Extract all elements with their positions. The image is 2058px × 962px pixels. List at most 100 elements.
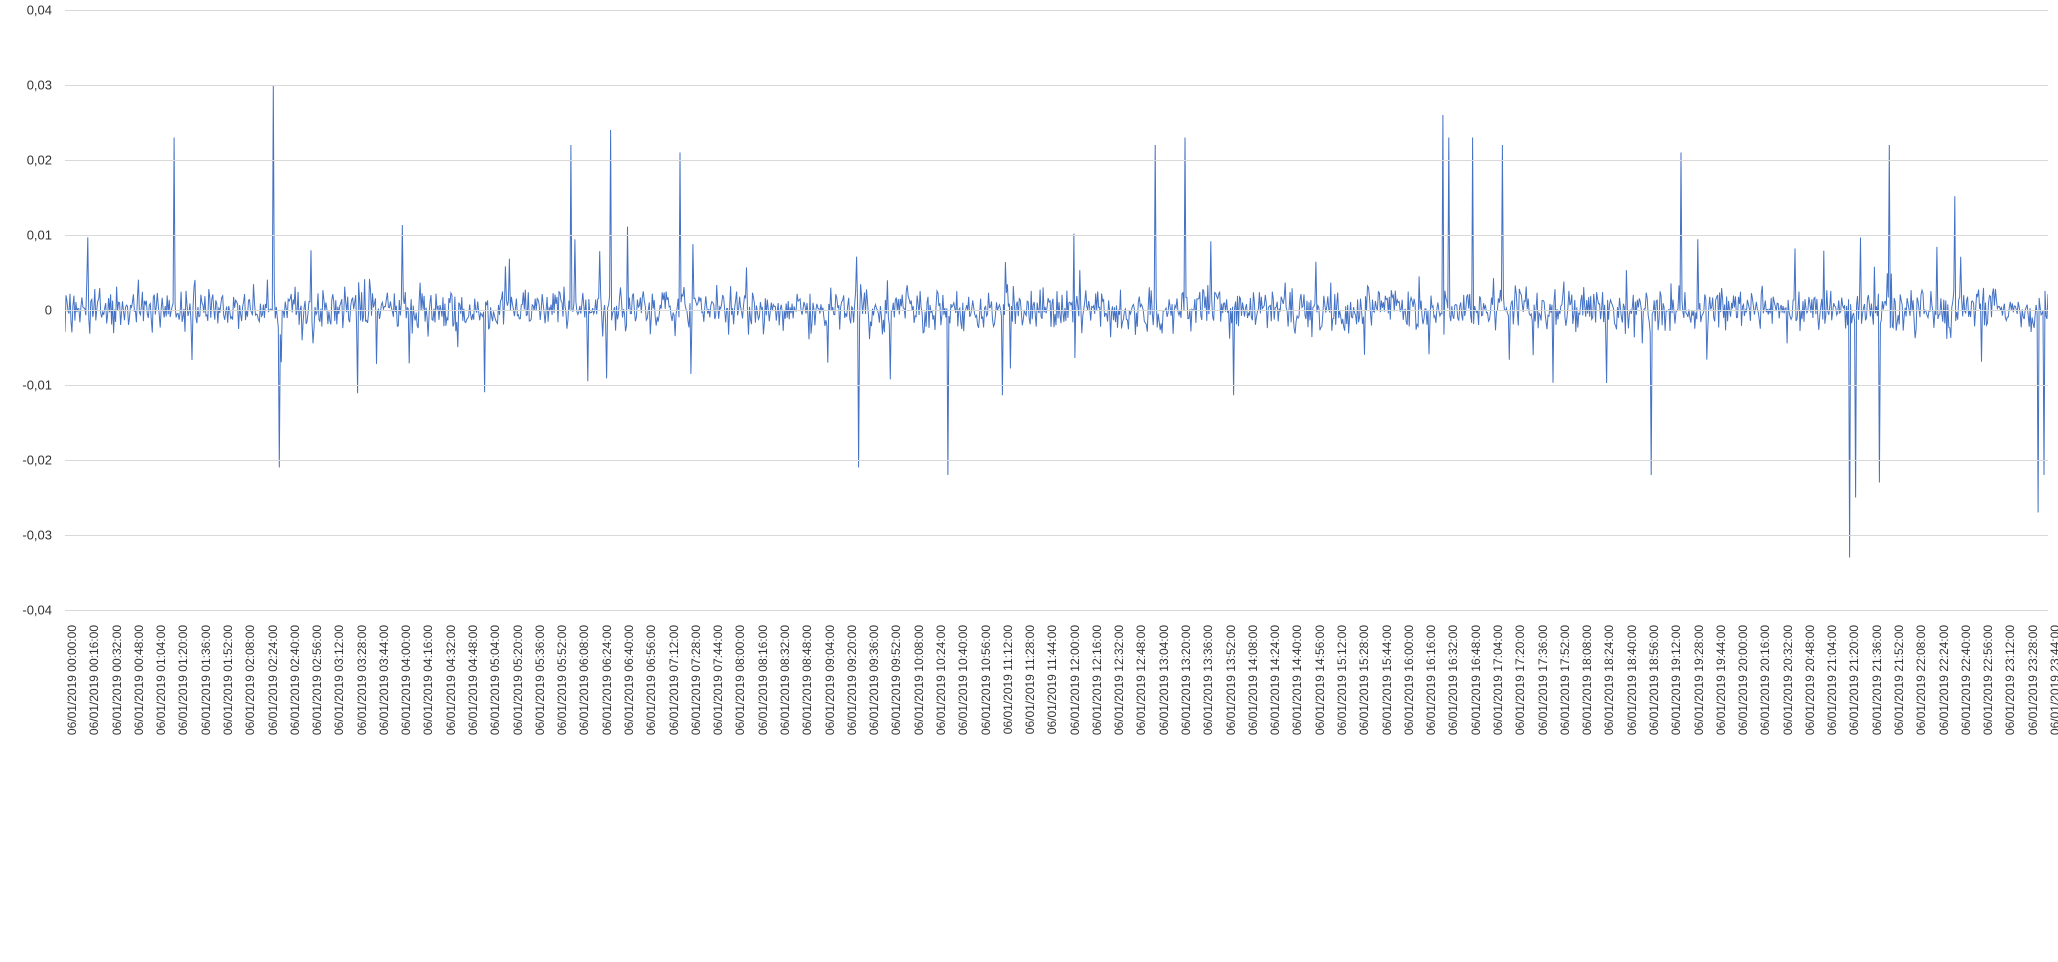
x-tick-label: 06/01/2019 03:12:00 bbox=[332, 625, 346, 735]
x-tick-label: 06/01/2019 09:52:00 bbox=[889, 625, 903, 735]
x-tick-label: 06/01/2019 03:44:00 bbox=[377, 625, 391, 735]
x-tick-label: 06/01/2019 03:28:00 bbox=[355, 625, 369, 735]
x-tick-label: 06/01/2019 00:48:00 bbox=[132, 625, 146, 735]
x-tick-label: 06/01/2019 17:36:00 bbox=[1536, 625, 1550, 735]
x-tick-label: 06/01/2019 02:24:00 bbox=[266, 625, 280, 735]
y-tick-label: -0,01 bbox=[22, 378, 52, 393]
gridline bbox=[65, 160, 2048, 161]
x-tick-label: 06/01/2019 15:28:00 bbox=[1357, 625, 1371, 735]
x-tick-label: 06/01/2019 02:56:00 bbox=[310, 625, 324, 735]
x-tick-label: 06/01/2019 23:12:00 bbox=[2003, 625, 2017, 735]
x-tick-label: 06/01/2019 06:40:00 bbox=[622, 625, 636, 735]
x-tick-label: 06/01/2019 15:12:00 bbox=[1335, 625, 1349, 735]
x-tick-label: 06/01/2019 21:36:00 bbox=[1870, 625, 1884, 735]
x-tick-label: 06/01/2019 21:04:00 bbox=[1825, 625, 1839, 735]
x-tick-label: 06/01/2019 11:44:00 bbox=[1045, 625, 1059, 734]
x-tick-label: 06/01/2019 05:04:00 bbox=[488, 625, 502, 735]
x-tick-label: 06/01/2019 11:12:00 bbox=[1001, 625, 1015, 734]
x-tick-label: 06/01/2019 12:48:00 bbox=[1134, 625, 1148, 735]
x-tick-label: 06/01/2019 20:32:00 bbox=[1781, 625, 1795, 735]
data-series bbox=[65, 85, 2048, 558]
x-tick-label: 06/01/2019 07:44:00 bbox=[711, 625, 725, 735]
x-tick-label: 06/01/2019 14:56:00 bbox=[1313, 625, 1327, 735]
x-tick-label: 06/01/2019 10:56:00 bbox=[979, 625, 993, 735]
x-tick-label: 06/01/2019 22:40:00 bbox=[1959, 625, 1973, 735]
y-tick-label: -0,04 bbox=[22, 603, 52, 618]
gridline bbox=[65, 310, 2048, 311]
x-tick-label: 06/01/2019 21:20:00 bbox=[1847, 625, 1861, 735]
x-tick-label: 06/01/2019 22:08:00 bbox=[1914, 625, 1928, 735]
plot-area bbox=[65, 10, 2048, 610]
x-tick-label: 06/01/2019 19:44:00 bbox=[1714, 625, 1728, 735]
x-tick-label: 06/01/2019 04:00:00 bbox=[399, 625, 413, 735]
x-tick-label: 06/01/2019 14:40:00 bbox=[1290, 625, 1304, 735]
x-tick-label: 06/01/2019 14:08:00 bbox=[1246, 625, 1260, 735]
x-tick-label: 06/01/2019 19:28:00 bbox=[1692, 625, 1706, 735]
x-tick-label: 06/01/2019 16:00:00 bbox=[1402, 625, 1416, 735]
x-tick-label: 06/01/2019 00:00:00 bbox=[65, 625, 79, 735]
x-tick-label: 06/01/2019 21:52:00 bbox=[1892, 625, 1906, 735]
x-tick-label: 06/01/2019 10:24:00 bbox=[934, 625, 948, 735]
x-tick-label: 06/01/2019 01:52:00 bbox=[221, 625, 235, 735]
x-tick-label: 06/01/2019 10:40:00 bbox=[956, 625, 970, 735]
x-tick-label: 06/01/2019 13:20:00 bbox=[1179, 625, 1193, 735]
x-tick-label: 06/01/2019 05:20:00 bbox=[511, 625, 525, 735]
x-tick-label: 06/01/2019 07:28:00 bbox=[689, 625, 703, 735]
x-tick-label: 06/01/2019 12:32:00 bbox=[1112, 625, 1126, 735]
y-tick-label: 0,04 bbox=[27, 3, 52, 18]
gridline bbox=[65, 460, 2048, 461]
x-tick-label: 06/01/2019 08:16:00 bbox=[756, 625, 770, 735]
y-tick-label: 0 bbox=[45, 303, 52, 318]
gridline bbox=[65, 385, 2048, 386]
x-tick-label: 06/01/2019 04:16:00 bbox=[421, 625, 435, 735]
x-tick-label: 06/01/2019 18:56:00 bbox=[1647, 625, 1661, 735]
x-tick-label: 06/01/2019 13:52:00 bbox=[1224, 625, 1238, 735]
x-tick-label: 06/01/2019 23:28:00 bbox=[2026, 625, 2040, 735]
x-tick-label: 06/01/2019 13:36:00 bbox=[1201, 625, 1215, 735]
y-tick-label: 0,02 bbox=[27, 153, 52, 168]
x-tick-label: 06/01/2019 17:52:00 bbox=[1558, 625, 1572, 735]
x-tick-label: 06/01/2019 06:08:00 bbox=[577, 625, 591, 735]
x-tick-label: 06/01/2019 04:32:00 bbox=[444, 625, 458, 735]
x-tick-label: 06/01/2019 18:08:00 bbox=[1580, 625, 1594, 735]
x-tick-label: 06/01/2019 02:08:00 bbox=[243, 625, 257, 735]
x-tick-label: 06/01/2019 23:44:00 bbox=[2048, 625, 2058, 735]
gridline bbox=[65, 85, 2048, 86]
x-tick-label: 06/01/2019 00:32:00 bbox=[110, 625, 124, 735]
x-tick-label: 06/01/2019 20:48:00 bbox=[1803, 625, 1817, 735]
y-tick-label: -0,03 bbox=[22, 528, 52, 543]
x-tick-label: 06/01/2019 16:48:00 bbox=[1469, 625, 1483, 735]
x-tick-label: 06/01/2019 04:48:00 bbox=[466, 625, 480, 735]
x-tick-label: 06/01/2019 19:12:00 bbox=[1669, 625, 1683, 735]
x-tick-label: 06/01/2019 02:40:00 bbox=[288, 625, 302, 735]
x-tick-label: 06/01/2019 08:00:00 bbox=[733, 625, 747, 735]
x-tick-label: 06/01/2019 09:04:00 bbox=[823, 625, 837, 735]
x-tick-label: 06/01/2019 17:04:00 bbox=[1491, 625, 1505, 735]
y-tick-label: 0,03 bbox=[27, 78, 52, 93]
x-tick-label: 06/01/2019 05:36:00 bbox=[533, 625, 547, 735]
x-tick-label: 06/01/2019 08:48:00 bbox=[800, 625, 814, 735]
gridline bbox=[65, 235, 2048, 236]
x-tick-label: 06/01/2019 16:16:00 bbox=[1424, 625, 1438, 735]
x-tick-label: 06/01/2019 22:56:00 bbox=[1981, 625, 1995, 735]
x-tick-label: 06/01/2019 20:00:00 bbox=[1736, 625, 1750, 735]
x-tick-label: 06/01/2019 22:24:00 bbox=[1937, 625, 1951, 735]
gridline bbox=[65, 535, 2048, 536]
x-tick-label: 06/01/2019 01:20:00 bbox=[176, 625, 190, 735]
x-tick-label: 06/01/2019 11:28:00 bbox=[1023, 625, 1037, 734]
gridline bbox=[65, 10, 2048, 11]
x-tick-label: 06/01/2019 07:12:00 bbox=[667, 625, 681, 735]
timeseries-chart: 0,040,030,020,010-0,01-0,02-0,03-0,04 06… bbox=[0, 0, 2058, 962]
x-tick-label: 06/01/2019 12:00:00 bbox=[1068, 625, 1082, 735]
x-tick-label: 06/01/2019 06:24:00 bbox=[600, 625, 614, 735]
gridline bbox=[65, 610, 2048, 611]
x-tick-label: 06/01/2019 09:20:00 bbox=[845, 625, 859, 735]
x-tick-label: 06/01/2019 12:16:00 bbox=[1090, 625, 1104, 735]
y-axis: 0,040,030,020,010-0,01-0,02-0,03-0,04 bbox=[0, 0, 60, 620]
x-tick-label: 06/01/2019 01:36:00 bbox=[199, 625, 213, 735]
x-tick-label: 06/01/2019 20:16:00 bbox=[1758, 625, 1772, 735]
x-tick-label: 06/01/2019 10:08:00 bbox=[912, 625, 926, 735]
x-tick-label: 06/01/2019 06:56:00 bbox=[644, 625, 658, 735]
x-tick-label: 06/01/2019 00:16:00 bbox=[87, 625, 101, 735]
x-tick-label: 06/01/2019 13:04:00 bbox=[1157, 625, 1171, 735]
